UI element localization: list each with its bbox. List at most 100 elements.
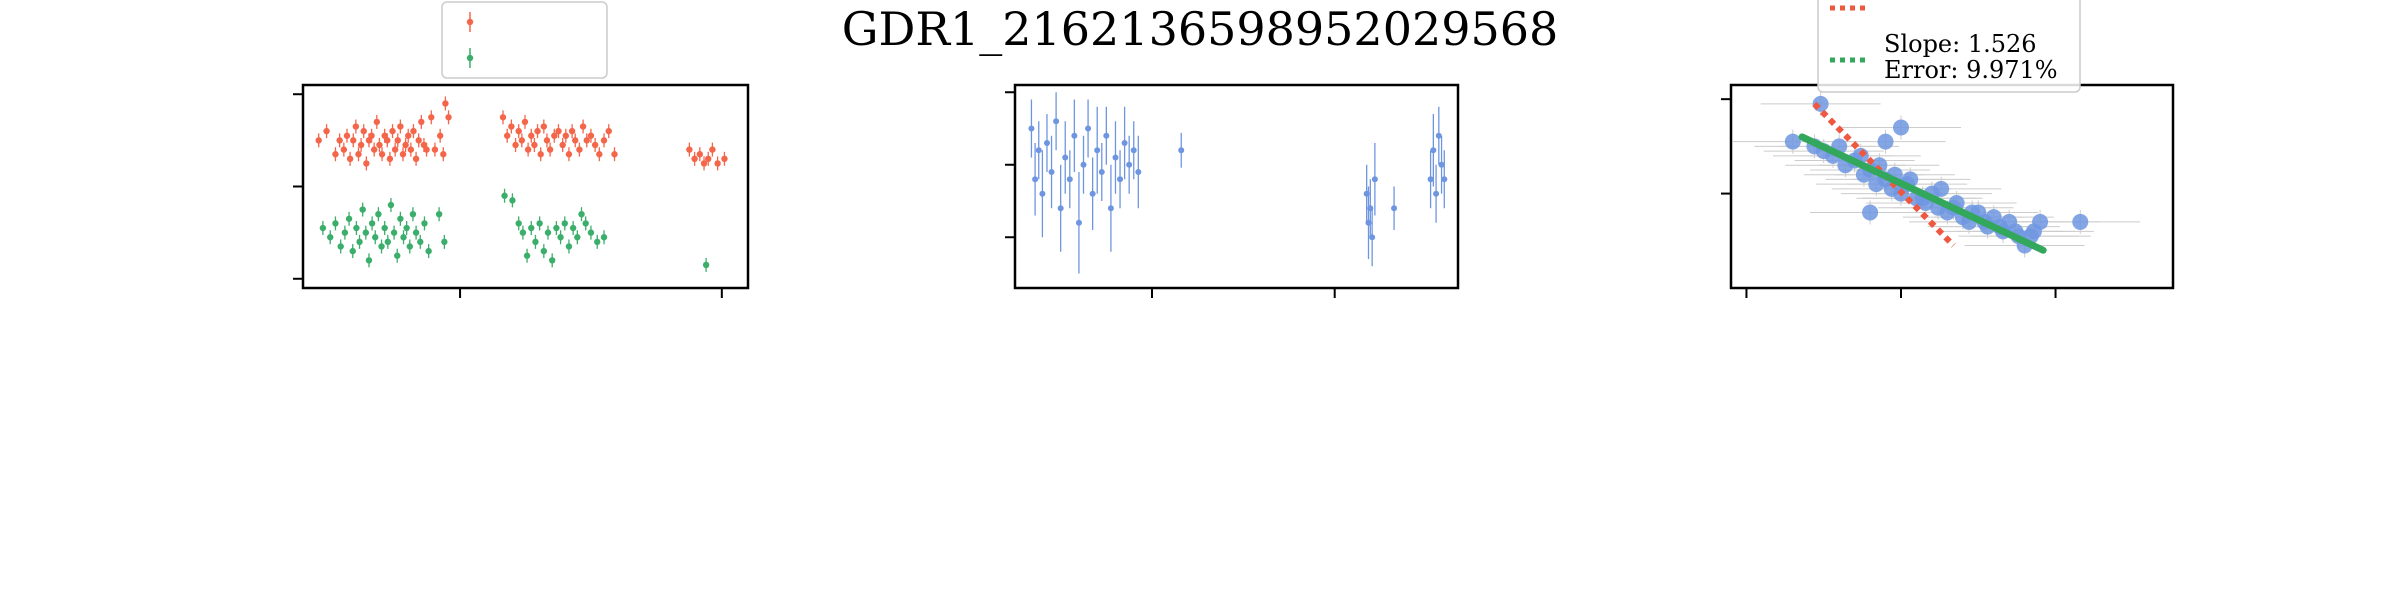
color-curve-panel	[1005, 83, 1460, 298]
point-640nm	[384, 137, 391, 144]
point-640nm	[394, 137, 401, 144]
point-640nm	[360, 127, 367, 135]
point-480nm	[390, 229, 398, 236]
point-640nm	[386, 155, 394, 163]
point-640nm	[402, 141, 409, 149]
point-640nm	[515, 127, 522, 135]
point-640nm	[546, 146, 554, 153]
point-640nm	[407, 146, 415, 153]
point-640nm	[611, 151, 618, 158]
axes-frame	[1729, 83, 2175, 290]
point-640nm	[503, 132, 511, 139]
point-cmd	[1933, 180, 1950, 197]
point-640nm	[371, 146, 378, 153]
color-magnitude-panel: Slope: 1.526 Error: 9.971%	[1721, 0, 2175, 298]
legend-label: Slope: 1.526 Error: 9.971%	[1884, 30, 2058, 84]
point-640nm	[534, 127, 541, 135]
point-640nm	[431, 146, 439, 153]
point-480nm	[387, 201, 395, 209]
point-640nm	[373, 118, 381, 126]
point-color	[1035, 147, 1042, 154]
point-640nm	[336, 137, 343, 144]
point-480nm	[569, 224, 577, 232]
point-640nm	[499, 114, 507, 121]
point-640nm	[445, 114, 452, 121]
legend-label-line: Slope: 1.526	[1884, 30, 2037, 58]
point-640nm	[391, 146, 399, 153]
point-640nm	[565, 151, 573, 158]
point-cmd	[1893, 119, 1909, 136]
point-640nm	[705, 155, 712, 163]
point-640nm	[376, 141, 383, 149]
point-480nm	[359, 206, 366, 213]
point-640nm	[378, 151, 386, 158]
point-color	[1094, 147, 1101, 154]
point-480nm	[365, 257, 373, 264]
point-640nm	[332, 151, 339, 158]
point-640nm	[537, 151, 544, 158]
point-480nm	[345, 215, 353, 222]
point-640nm	[587, 132, 595, 139]
point-color	[1071, 132, 1078, 139]
point-480nm	[582, 220, 589, 227]
point-480nm	[409, 210, 417, 218]
point-color	[1371, 176, 1378, 183]
point-480nm	[406, 243, 413, 250]
point-640nm	[543, 137, 551, 144]
point-480nm	[523, 252, 531, 259]
point-480nm	[378, 243, 385, 250]
point-cmd	[2032, 213, 2049, 230]
point-640nm	[508, 123, 515, 130]
point-480nm	[403, 224, 410, 232]
point-480nm	[528, 224, 535, 232]
point-640nm	[428, 114, 435, 121]
point-color	[1126, 161, 1133, 168]
point-640nm	[399, 151, 407, 158]
point-640nm	[418, 118, 425, 126]
point-640nm	[579, 123, 587, 130]
point-480nm	[425, 247, 432, 255]
point-640nm	[346, 155, 354, 163]
point-color	[1080, 161, 1087, 168]
point-640nm	[555, 127, 562, 135]
point-640nm	[700, 160, 708, 167]
light-curve-panel	[293, 1, 750, 298]
point-480nm	[600, 234, 608, 241]
point-color	[1430, 147, 1437, 154]
point-640nm	[412, 155, 420, 163]
point-640nm	[596, 151, 603, 158]
data-points	[315, 96, 728, 272]
point-480nm	[362, 229, 370, 236]
point-color	[1066, 176, 1073, 183]
point-480nm	[412, 229, 420, 236]
point-640nm	[350, 137, 357, 144]
point-640nm	[423, 146, 430, 153]
data-points	[1028, 92, 1448, 274]
point-color	[1435, 132, 1442, 139]
point-480nm	[544, 229, 552, 236]
data-points	[1732, 91, 2141, 258]
point-480nm	[353, 224, 360, 232]
point-640nm	[410, 127, 417, 135]
point-480nm	[553, 224, 560, 232]
point-color	[1117, 176, 1124, 183]
point-480nm	[400, 234, 407, 241]
point-color	[1039, 190, 1046, 197]
point-640nm	[696, 151, 704, 158]
point-640nm	[397, 123, 404, 130]
point-640nm	[415, 137, 422, 144]
point-640nm	[568, 127, 576, 135]
point-480nm	[332, 220, 339, 227]
point-480nm	[540, 247, 548, 255]
point-640nm	[357, 141, 365, 149]
point-color	[1178, 147, 1185, 154]
point-640nm	[315, 137, 322, 144]
point-640nm	[352, 123, 360, 130]
point-color	[1121, 140, 1128, 146]
point-480nm	[594, 238, 601, 246]
point-640nm	[405, 132, 412, 139]
point-480nm	[384, 238, 392, 246]
point-color	[1043, 140, 1050, 146]
point-640nm	[540, 123, 548, 130]
